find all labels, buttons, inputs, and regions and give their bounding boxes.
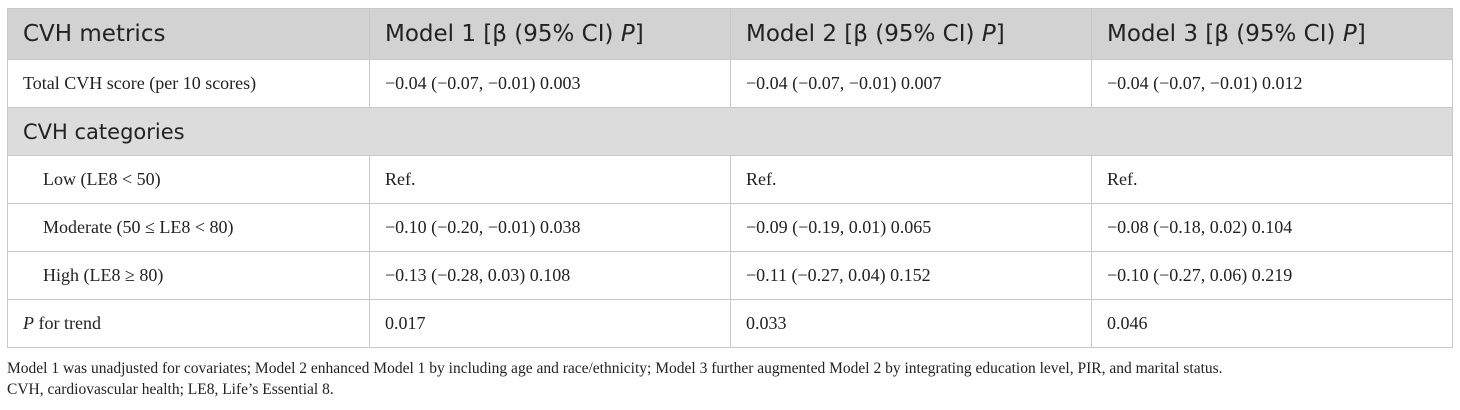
cell-model-3: −0.08 (−0.18, 0.02) 0.104 [1091,203,1453,252]
table-body: Total CVH score (per 10 scores) −0.04 (−… [7,59,1453,348]
header-suffix: ] [1356,21,1366,47]
header-text: CVH metrics [23,21,166,47]
header-model-2: Model 2 [β (95% CI) P] [730,8,1092,60]
header-suffix: ] [634,21,644,47]
header-p-italic: P [981,21,996,47]
cell-model-1: Ref. [369,155,731,204]
header-suffix: ] [995,21,1005,47]
footnote-line-2: CVH, cardiovascular health; LE8, Life’s … [7,381,334,398]
row-label: Low (LE8 < 50) [7,155,370,204]
section-row-cvh-categories: CVH categories [7,107,1453,156]
header-text: Model 2 [β (95% CI) [746,21,982,47]
table-row-p-trend: P for trend 0.017 0.033 0.046 [7,299,1453,348]
cell-model-1: −0.10 (−0.20, −0.01) 0.038 [369,203,731,252]
row-label: Moderate (50 ≤ LE8 < 80) [7,203,370,252]
p-italic: P [23,313,34,333]
table-row-total-score: Total CVH score (per 10 scores) −0.04 (−… [7,59,1453,108]
cell-model-1: −0.13 (−0.28, 0.03) 0.108 [369,251,731,300]
section-label: CVH categories [7,107,1453,156]
header-model-3: Model 3 [β (95% CI) P] [1091,8,1453,60]
cell-model-3: −0.10 (−0.27, 0.06) 0.219 [1091,251,1453,300]
table-row-low: Low (LE8 < 50) Ref. Ref. Ref. [7,155,1453,204]
cell-model-2: −0.11 (−0.27, 0.04) 0.152 [730,251,1092,300]
label-rest: for trend [34,313,101,333]
cell-model-2: Ref. [730,155,1092,204]
header-p-italic: P [620,21,635,47]
table-row-moderate: Moderate (50 ≤ LE8 < 80) −0.10 (−0.20, −… [7,203,1453,252]
header-cvh-metrics: CVH metrics [7,8,370,60]
row-label: Total CVH score (per 10 scores) [7,59,370,108]
cvh-results-table: CVH metrics Model 1 [β (95% CI) P] Model… [7,8,1453,348]
cell-model-2: −0.09 (−0.19, 0.01) 0.065 [730,203,1092,252]
table-header: CVH metrics Model 1 [β (95% CI) P] Model… [7,8,1453,60]
header-p-italic: P [1342,21,1357,47]
cell-model-1: 0.017 [369,299,731,348]
cell-model-3: Ref. [1091,155,1453,204]
table-row-high: High (LE8 ≥ 80) −0.13 (−0.28, 0.03) 0.10… [7,251,1453,300]
header-model-1: Model 1 [β (95% CI) P] [369,8,731,60]
cell-model-3: −0.04 (−0.07, −0.01) 0.012 [1091,59,1453,108]
cell-model-3: 0.046 [1091,299,1453,348]
cell-model-2: −0.04 (−0.07, −0.01) 0.007 [730,59,1092,108]
header-text: Model 3 [β (95% CI) [1107,21,1343,47]
cell-model-2: 0.033 [730,299,1092,348]
table-footnote: Model 1 was unadjusted for covariates; M… [7,358,1457,400]
cell-model-1: −0.04 (−0.07, −0.01) 0.003 [369,59,731,108]
footnote-line-1: Model 1 was unadjusted for covariates; M… [7,360,1223,377]
header-row: CVH metrics Model 1 [β (95% CI) P] Model… [7,8,1453,60]
row-label: P for trend [7,299,370,348]
row-label: High (LE8 ≥ 80) [7,251,370,300]
results-table-container: CVH metrics Model 1 [β (95% CI) P] Model… [7,8,1453,348]
header-text: Model 1 [β (95% CI) [385,21,621,47]
